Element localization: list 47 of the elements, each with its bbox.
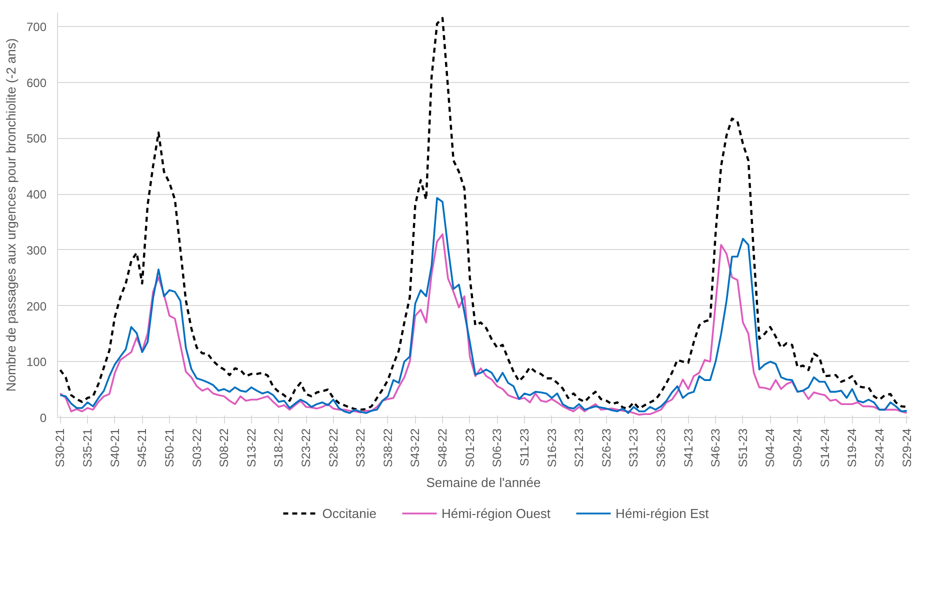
x-tick-label: S50-21 [162,428,176,468]
legend-label: Hémi-région Ouest [441,506,551,520]
x-tick-label: S41-23 [681,428,696,468]
x-tick-label: S26-23 [599,428,614,468]
x-tick-label: S14-24 [818,428,832,468]
x-tick-label: S08-22 [217,428,232,468]
y-tick-label: 400 [26,188,47,202]
x-tick-label: S18-22 [272,428,286,468]
x-tick-label: S09-24 [790,428,805,468]
x-tick-label: S48-22 [436,428,450,468]
y-tick-label: 0 [40,411,47,425]
x-tick-label: S30-21 [53,428,68,468]
x-tick-label: S33-22 [354,428,368,468]
y-tick-label: 600 [26,76,47,90]
x-tick-label: S03-22 [190,428,204,468]
y-tick-label: 700 [26,20,47,34]
x-tick-label: S36-23 [654,428,668,468]
x-tick-label: S13-22 [244,428,258,468]
x-tick-label: S38-22 [380,428,395,468]
x-tick-label: S29-24 [900,428,914,468]
y-tick-label: 200 [26,299,47,314]
x-axis-title: Semaine de l'année [426,475,541,490]
x-tick-label: S23-22 [299,428,313,468]
line-series [59,16,908,411]
x-tick-label: S16-23 [544,428,559,468]
x-tick-label: S06-23 [490,428,504,468]
x-tick-label: S45-21 [135,428,150,468]
legend-label: Hémi-région Est [616,506,709,520]
x-tick-label: S43-22 [408,428,422,468]
y-tick-label: 300 [26,243,47,258]
x-tick-label: S04-24 [763,428,778,468]
line-series [59,197,908,414]
x-tick-label: S40-21 [108,428,122,468]
y-axis-title: Nombre de passages aux urgences pour bronchiolite (-2 ans) [3,38,18,392]
x-tick-label: S46-23 [708,428,723,468]
x-tick-label: S28-22 [326,428,340,468]
x-tick-label: S11-23 [517,428,532,466]
x-tick-label: S24-24 [872,428,886,468]
x-tick-label: S01-23 [462,428,477,468]
y-tick-label: 100 [26,355,47,370]
x-tick-label: S35-21 [80,428,95,468]
x-tick-label: S51-23 [736,428,750,468]
x-tick-label: S19-24 [845,428,860,468]
y-tick-label: 500 [26,132,47,146]
x-tick-label: S31-23 [626,428,641,468]
legend-label: Occitanie [322,506,376,520]
x-tick-label: S21-23 [572,428,586,468]
